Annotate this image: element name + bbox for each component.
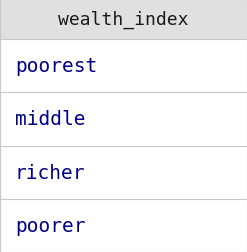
Bar [0, 199, 247, 252]
Bar [0, 93, 247, 146]
Text: poorer: poorer [15, 216, 85, 235]
Text: middle: middle [15, 110, 85, 129]
Bar [0, 0, 247, 40]
Bar [0, 146, 247, 199]
Bar [0, 40, 247, 93]
Text: poorest: poorest [15, 57, 97, 76]
Text: richer: richer [15, 163, 85, 182]
Text: wealth_index: wealth_index [58, 11, 189, 29]
